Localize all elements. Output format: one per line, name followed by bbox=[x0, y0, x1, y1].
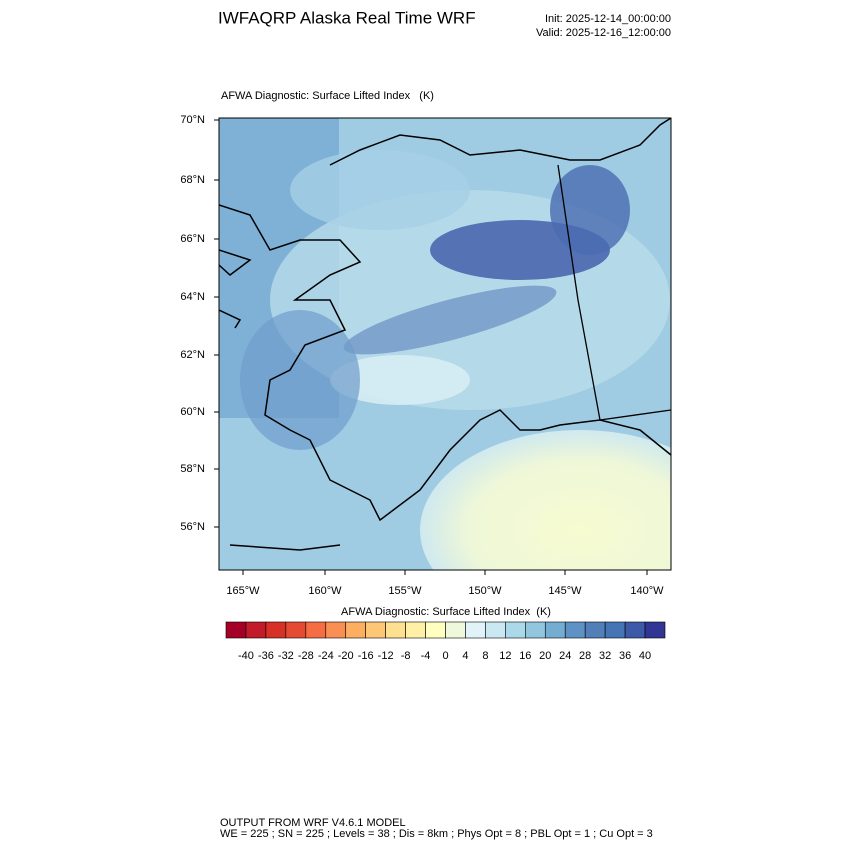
colorbar-label: -16 bbox=[358, 650, 374, 662]
colorbar: -40 -36 -32 -28 -24 -20 -16 -12 -8 -4 0 4 8 12 16 20 24 2… bbox=[225, 621, 666, 662]
lat-label: 70°N bbox=[180, 114, 205, 126]
lat-label: 60°N bbox=[180, 406, 205, 418]
colorbar-label: -28 bbox=[298, 650, 314, 662]
colorbar-box bbox=[564, 621, 586, 639]
title: IWFAQRP Alaska Real Time WRF bbox=[218, 8, 476, 27]
colorbar-label: -12 bbox=[378, 650, 394, 662]
lon-label: 145°W bbox=[548, 585, 582, 597]
colorbar-label: 12 bbox=[499, 650, 511, 662]
map-frame bbox=[218, 117, 672, 571]
lon-label: 140°W bbox=[630, 585, 664, 597]
colorbar-box bbox=[285, 621, 307, 639]
colorbar-box bbox=[265, 621, 287, 639]
footer-line: WE = 225 ; SN = 225 ; Levels = 38 ; Dis … bbox=[220, 828, 653, 840]
colorbar-label: 20 bbox=[539, 650, 551, 662]
colorbar-box bbox=[584, 621, 606, 639]
lon-label: 150°W bbox=[468, 585, 502, 597]
colorbar-box bbox=[325, 621, 347, 639]
colorbar-box bbox=[385, 621, 406, 639]
colorbar-box bbox=[525, 621, 546, 639]
colorbar-title: AFWA Diagnostic: Surface Lifted Index (K… bbox=[341, 606, 551, 618]
colorbar-box bbox=[465, 621, 486, 639]
colorbar-box bbox=[624, 621, 646, 639]
colorbar-box bbox=[485, 621, 506, 639]
colorbar-label: 32 bbox=[599, 650, 611, 662]
colorbar-label: -24 bbox=[318, 650, 334, 662]
colorbar-box bbox=[425, 621, 446, 639]
colorbar-box bbox=[245, 621, 267, 639]
init-time: Init: 2025-12-14_00:00:00 bbox=[545, 13, 671, 25]
lon-label: 155°W bbox=[388, 585, 422, 597]
colorbar-label: -20 bbox=[338, 650, 354, 662]
colorbar-label: 16 bbox=[519, 650, 531, 662]
colorbar-label: 8 bbox=[482, 650, 488, 662]
lat-label: 66°N bbox=[180, 233, 205, 245]
colorbar-box bbox=[604, 621, 626, 639]
colorbar-label: 36 bbox=[619, 650, 631, 662]
colorbar-box bbox=[505, 621, 526, 639]
lat-label: 58°N bbox=[180, 463, 205, 475]
colorbar-label: 28 bbox=[579, 650, 591, 662]
colorbar-label: 24 bbox=[559, 650, 571, 662]
colorbar-label: -8 bbox=[401, 650, 411, 662]
colorbar-label: -36 bbox=[258, 650, 274, 662]
colorbar-box bbox=[544, 621, 566, 639]
footer-line: OUTPUT FROM WRF V4.6.1 MODEL bbox=[220, 817, 406, 829]
colorbar-box bbox=[365, 621, 386, 639]
colorbar-label: -4 bbox=[421, 650, 431, 662]
lat-label: 56°N bbox=[180, 521, 205, 533]
lat-label: 62°N bbox=[180, 349, 205, 361]
lon-label: 160°W bbox=[308, 585, 342, 597]
colorbar-box bbox=[405, 621, 426, 639]
colorbar-label: 0 bbox=[442, 650, 448, 662]
colorbar-box bbox=[644, 621, 666, 639]
colorbar-label: -32 bbox=[278, 650, 294, 662]
lat-label: 64°N bbox=[180, 291, 205, 303]
colorbar-label: -40 bbox=[238, 650, 254, 662]
colorbar-label: 40 bbox=[639, 650, 651, 662]
map-field bbox=[219, 118, 671, 570]
valid-time: Valid: 2025-12-16_12:00:00 bbox=[536, 27, 671, 39]
colorbar-label: 4 bbox=[462, 650, 468, 662]
map-labels: 70°N 68°N 66°N 64°N 62°N 60°N 58°N 56°N 165°W 160… bbox=[180, 114, 664, 597]
colorbar-box bbox=[445, 621, 466, 639]
colorbar-box bbox=[305, 621, 327, 639]
map-title: AFWA Diagnostic: Surface Lifted Index (K… bbox=[221, 90, 434, 102]
colorbar-box bbox=[345, 621, 366, 639]
colorbar-box bbox=[225, 621, 247, 639]
lat-label: 68°N bbox=[180, 174, 205, 186]
lon-label: 165°W bbox=[226, 585, 260, 597]
